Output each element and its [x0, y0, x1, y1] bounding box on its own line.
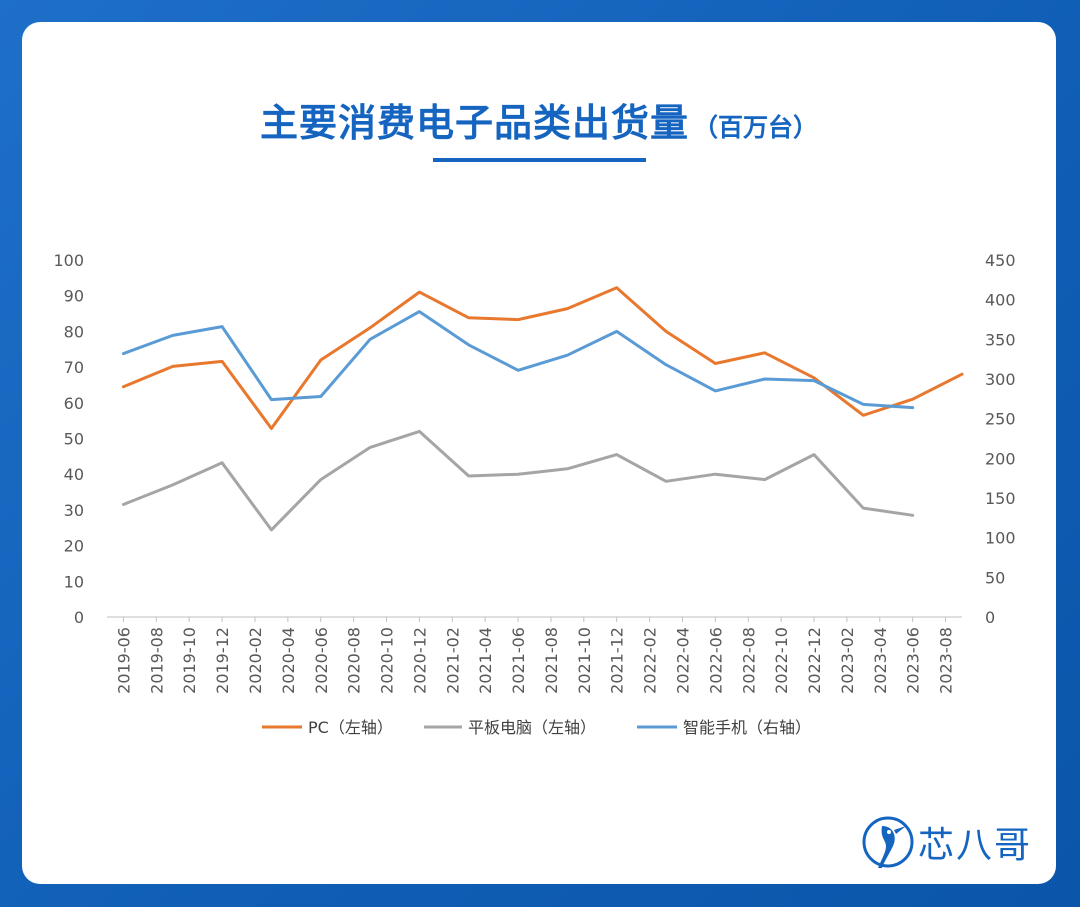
title-unit: （百万台） — [693, 113, 819, 142]
right-tick-label: 150 — [985, 489, 1016, 508]
right-tick-label: 450 — [985, 251, 1016, 270]
logo-text: 芯八哥 — [918, 825, 1033, 866]
series-line-tablet — [121, 429, 915, 532]
series-lines — [121, 286, 964, 532]
x-tick-label: 2020-04 — [279, 627, 298, 694]
x-tick-label: 2021-12 — [608, 627, 627, 694]
x-tick-label: 2020-08 — [345, 627, 364, 694]
right-tick-label: 300 — [985, 370, 1016, 389]
legend-label-tablet: 平板电脑（左轴） — [468, 718, 596, 737]
x-tick-label: 2022-04 — [673, 627, 692, 694]
right-axis: 450 400 350 300 250 200 150 100 50 0 — [985, 251, 1016, 627]
x-tick-label: 2021-08 — [542, 627, 561, 694]
left-tick-label: 0 — [74, 608, 84, 627]
chart-card: 主要消费电子品类出货量 （百万台） 100 90 80 70 60 50 40 30 20 10 0 … — [22, 22, 1056, 884]
x-tick-label: 2023-06 — [904, 627, 923, 694]
x-tick-label: 2021-06 — [509, 627, 528, 694]
kingfisher-logo-icon — [862, 816, 914, 868]
left-tick-label: 20 — [64, 537, 84, 556]
x-tick-label: 2021-10 — [575, 627, 594, 694]
x-tick-label: 2020-06 — [312, 627, 331, 694]
x-tick-label: 2020-12 — [410, 627, 429, 694]
right-tick-label: 350 — [985, 330, 1016, 349]
left-tick-label: 90 — [64, 287, 84, 306]
left-tick-label: 70 — [64, 358, 84, 377]
series-line-pc — [121, 286, 964, 430]
right-tick-label: 250 — [985, 410, 1016, 429]
legend-label-pc: PC（左轴） — [308, 718, 393, 737]
title-underline — [433, 158, 646, 162]
left-tick-label: 100 — [53, 251, 84, 270]
left-tick-label: 10 — [64, 572, 84, 591]
chart-title: 主要消费电子品类出货量 （百万台） — [22, 92, 1056, 147]
x-tick-label: 2020-10 — [378, 627, 397, 694]
x-tick-label: 2022-08 — [739, 627, 758, 694]
x-tick-label: 2023-02 — [838, 627, 857, 694]
title-main: 主要消费电子品类出货量 — [259, 101, 689, 145]
right-tick-label: 100 — [985, 529, 1016, 548]
left-tick-label: 30 — [64, 501, 84, 520]
left-tick-label: 40 — [64, 465, 84, 484]
x-axis: 2019-06 2019-08 2019-10 2019-12 2020-02 2020-… — [107, 616, 962, 694]
x-tick-label: 2022-02 — [641, 627, 660, 694]
x-tick-label: 2023-08 — [937, 627, 956, 694]
x-tick-label: 2019-12 — [213, 627, 232, 694]
x-tick-label: 2020-02 — [246, 627, 265, 694]
x-tick-label: 2022-10 — [772, 627, 791, 694]
left-tick-label: 50 — [64, 430, 84, 449]
legend-label-phone: 智能手机（右轴） — [683, 718, 811, 737]
x-tick-label: 2019-06 — [114, 627, 133, 694]
x-tick-label: 2019-08 — [147, 627, 166, 694]
right-tick-label: 0 — [985, 608, 995, 627]
x-tick-label: 2021-02 — [443, 627, 462, 694]
legend: PC（左轴） 平板电脑（左轴） 智能手机（右轴） — [262, 718, 811, 737]
right-tick-label: 200 — [985, 449, 1016, 468]
x-tick-label: 2019-10 — [180, 627, 199, 694]
left-tick-label: 80 — [64, 322, 84, 341]
right-tick-label: 50 — [985, 568, 1005, 587]
right-tick-label: 400 — [985, 291, 1016, 310]
x-tick-label: 2022-06 — [706, 627, 725, 694]
x-tick-label: 2023-04 — [871, 627, 890, 694]
series-line-phone — [121, 310, 915, 410]
left-tick-label: 60 — [64, 394, 84, 413]
brand-logo: 芯八哥 — [860, 812, 1040, 872]
x-tick-label: 2021-04 — [476, 627, 495, 694]
x-tick-label: 2022-12 — [805, 627, 824, 694]
